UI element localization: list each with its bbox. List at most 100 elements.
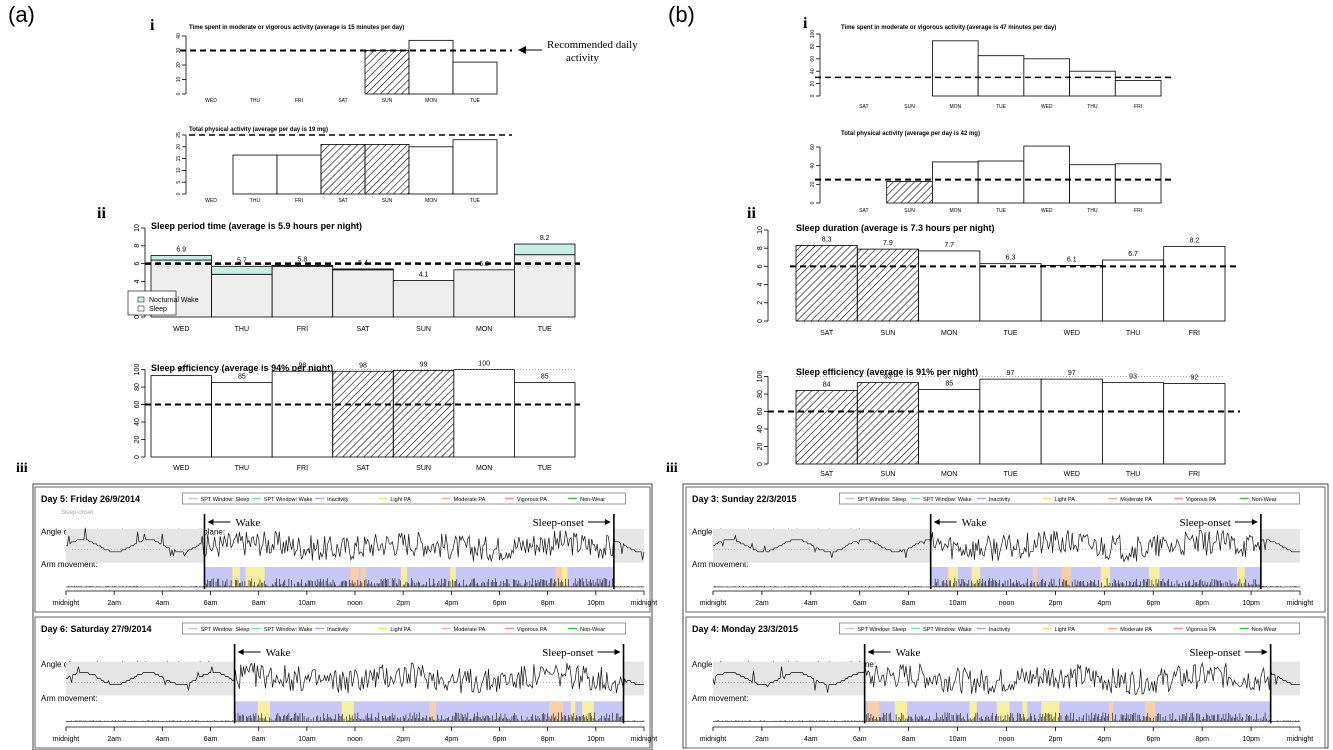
arm-label: Arm movement: (41, 694, 97, 703)
legend-entry: SPT Window: Sleep (857, 627, 906, 633)
activity-segment (360, 567, 367, 587)
bar (514, 382, 576, 458)
inactivity-band (204, 567, 614, 587)
bar (977, 160, 1025, 204)
category-label: MON (476, 326, 492, 333)
bar (211, 382, 273, 458)
y-tick-label: 20 (810, 81, 816, 87)
bar (392, 369, 455, 458)
activity-segment (350, 567, 359, 587)
activity-segment (1145, 701, 1156, 722)
hour-label: 2am (755, 736, 769, 743)
y-tick-label: 30 (176, 48, 182, 54)
hour-label: 8pm (541, 736, 555, 743)
day-timeline: Day 3: Sunday 22/3/2015 SPT Window: Sleep… (685, 486, 1326, 613)
category-label: SAT (356, 326, 370, 333)
hour-label: 10pm (1242, 736, 1260, 743)
y-tick-label: 0 (176, 92, 182, 95)
arm-label: Arm movement: (692, 560, 748, 569)
y-tick-label: 10 (176, 77, 182, 83)
wake-arrowhead (933, 519, 940, 525)
y-tick-label: 0 (134, 455, 141, 459)
hour-label: midnight (631, 600, 658, 607)
hour-label: 10am (949, 736, 967, 743)
hour-label: 4am (156, 600, 170, 607)
hour-label: 2pm (396, 736, 410, 743)
wake-arrowhead (867, 649, 874, 655)
day-timeline: Day 5: Friday 26/9/2014 SPT Window: Sleep… (34, 486, 658, 613)
category-label: FRI (1134, 208, 1142, 214)
bar (795, 390, 858, 465)
category-label: TUE (538, 326, 552, 333)
category-label: SAT (338, 98, 347, 104)
hour-label: 8pm (1195, 600, 1209, 607)
value-label: 6.3 (1006, 255, 1016, 262)
timeline-legend-box (182, 622, 626, 635)
bar-sleep (514, 254, 576, 318)
onset-arrowhead (614, 649, 621, 655)
category-label: MON (476, 465, 492, 472)
legend-entry: SPT Window: Wake (264, 627, 313, 633)
value-label: 6.7 (1128, 251, 1138, 258)
spt-band-night (623, 661, 644, 696)
chart-title: Sleep efficiency (average is 94% per nig… (151, 363, 333, 373)
annotation-arrowhead (518, 46, 526, 54)
bar (271, 370, 334, 458)
inactivity-band (234, 701, 624, 722)
bar (1114, 163, 1162, 204)
y-tick-label: 2 (757, 301, 764, 305)
wake-arrowhead (207, 519, 214, 525)
y-tick-label: 20 (757, 443, 764, 451)
hour-label: 8pm (1195, 736, 1209, 743)
panel-b-i: i (803, 15, 808, 32)
value-label: 5.8 (298, 256, 308, 263)
category-label: SAT (859, 208, 868, 214)
legend-label-wake: Nocturnal Wake (149, 297, 199, 304)
activity-segment (971, 567, 981, 587)
bar (452, 61, 498, 95)
hour-label: noon (347, 600, 363, 607)
category-label: WED (173, 326, 189, 333)
hour-label: 10pm (587, 600, 605, 607)
chart-title: Total physical activity (average per day… (841, 131, 980, 137)
value-label: 93 (884, 374, 892, 381)
bar (918, 389, 981, 465)
y-tick-label: 80 (810, 43, 816, 49)
day-title: Day 6: Saturday 27/9/2014 (41, 624, 152, 634)
legend-entry: Inactivity (989, 497, 1011, 503)
hour-label: noon (999, 600, 1015, 607)
y-tick-label: 6 (757, 264, 764, 268)
y-tick-label: 4 (757, 283, 764, 287)
activity-segment (1236, 567, 1245, 587)
category-label: TUE (996, 104, 1007, 110)
legend-entry: Non-Wear (1252, 627, 1277, 633)
legend-entry: Moderate PA (454, 627, 486, 633)
activity-segment (582, 701, 594, 722)
panel-a-timelines-frame (32, 483, 653, 750)
bar-wake (150, 255, 212, 261)
y-tick-label: 40 (134, 418, 141, 426)
activity-segment (556, 701, 564, 722)
category-label: SAT (338, 198, 347, 204)
value-label: 85 (945, 381, 953, 388)
category-label: SAT (356, 465, 370, 472)
category-label: THU (1087, 208, 1098, 214)
legend-entry: Non-Wear (1252, 497, 1277, 503)
category-label: THU (1087, 104, 1098, 110)
bar (1040, 378, 1103, 465)
hour-label: 2pm (1049, 736, 1063, 743)
hour-label: noon (347, 736, 363, 743)
legend-entry: Inactivity (327, 627, 349, 633)
category-label: TUE (1004, 330, 1018, 337)
legend-swatch-sleep (137, 305, 145, 312)
chart-title: Total physical activity (average per day… (189, 127, 328, 133)
category-label: THU (250, 98, 261, 104)
legend-entry: Vigorous PA (1186, 497, 1216, 503)
legend-entry: Light PA (1055, 627, 1076, 633)
inactivity-band (930, 567, 1261, 587)
activity-segment (969, 701, 977, 722)
y-tick-label: 8 (134, 244, 141, 248)
category-label: THU (250, 198, 261, 204)
activity-segment (562, 567, 568, 587)
onset-arrowhead (604, 519, 611, 525)
